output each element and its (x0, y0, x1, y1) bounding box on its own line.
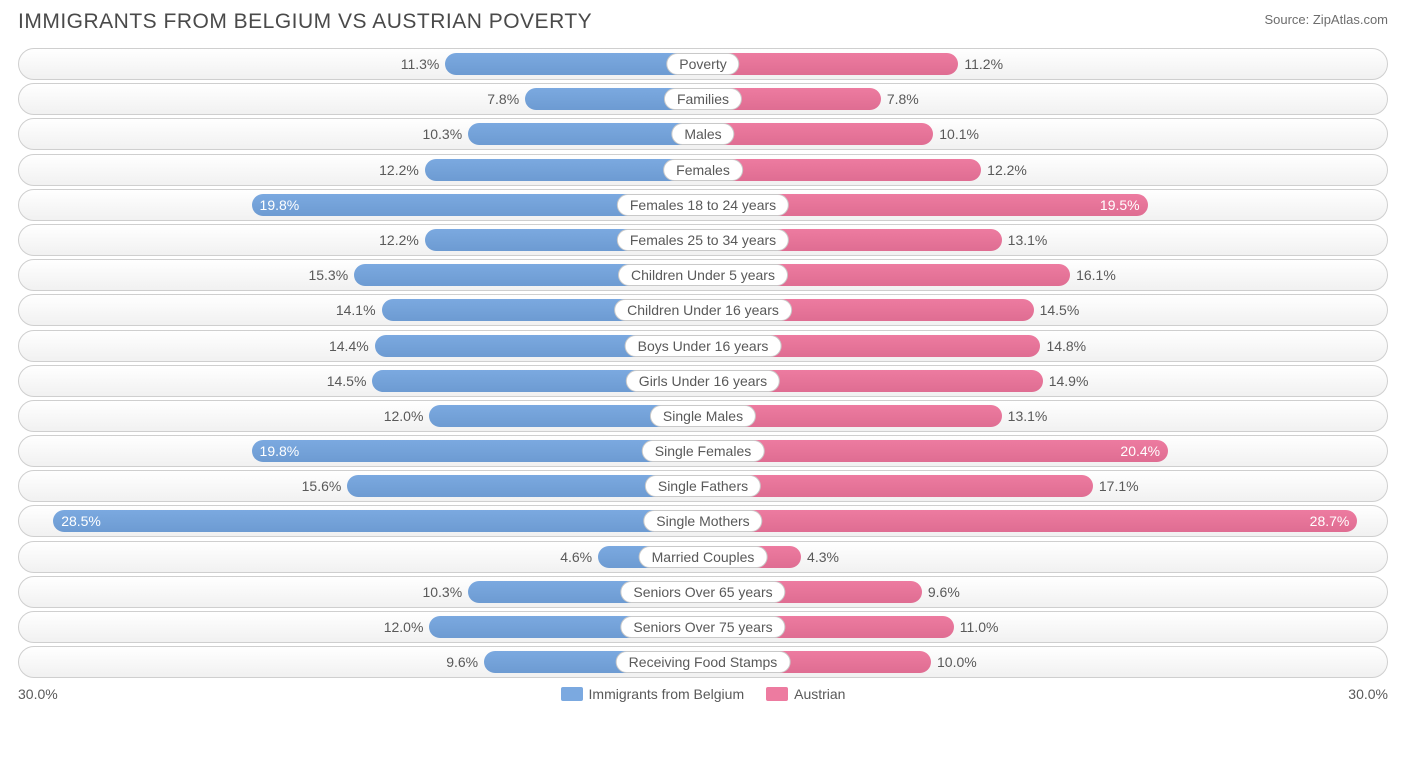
chart-row: 14.1% 14.5% Children Under 16 years (18, 294, 1388, 326)
bar-value-right: 4.3% (801, 546, 839, 568)
chart-row: 10.3% 10.1% Males (18, 118, 1388, 150)
chart-row: 19.8% 19.5% Females 18 to 24 years (18, 189, 1388, 221)
category-pill: Children Under 5 years (618, 264, 788, 286)
chart-row: 4.6% 4.3% Married Couples (18, 541, 1388, 573)
category-pill: Single Males (650, 405, 756, 427)
axis-max-left: 30.0% (18, 686, 78, 702)
category-pill: Receiving Food Stamps (616, 651, 791, 673)
chart-row: 15.3% 16.1% Children Under 5 years (18, 259, 1388, 291)
category-pill: Single Females (642, 440, 765, 462)
bar-right (703, 53, 958, 75)
category-pill: Females (663, 159, 743, 181)
bar-value-left: 10.3% (422, 581, 468, 603)
bar-value-right: 9.6% (922, 581, 960, 603)
category-pill: Boys Under 16 years (625, 335, 782, 357)
legend: Immigrants from Belgium Austrian (78, 686, 1328, 702)
chart-row: 19.8% 20.4% Single Females (18, 435, 1388, 467)
bar-value-left: 28.5% (53, 510, 101, 532)
bar-value-right: 11.2% (958, 53, 1003, 75)
category-pill: Males (671, 123, 734, 145)
chart-row: 10.3% 9.6% Seniors Over 65 years (18, 576, 1388, 608)
bar-value-right: 12.2% (981, 159, 1027, 181)
chart-row: 12.0% 13.1% Single Males (18, 400, 1388, 432)
bar-value-right: 20.4% (1120, 440, 1168, 462)
bar-right (703, 475, 1093, 497)
category-pill: Seniors Over 75 years (620, 616, 785, 638)
bar-value-right: 10.1% (933, 123, 979, 145)
bar-value-left: 14.1% (336, 299, 382, 321)
bar-left (445, 53, 703, 75)
bar-right (703, 440, 1168, 462)
chart-row: 9.6% 10.0% Receiving Food Stamps (18, 646, 1388, 678)
bar-value-right: 28.7% (1310, 510, 1358, 532)
legend-swatch-right (766, 687, 788, 701)
bar-value-left: 12.0% (384, 616, 430, 638)
category-pill: Poverty (666, 53, 739, 75)
category-pill: Seniors Over 65 years (620, 581, 785, 603)
category-pill: Females 18 to 24 years (617, 194, 789, 216)
chart-row: 14.5% 14.9% Girls Under 16 years (18, 365, 1388, 397)
legend-item-left: Immigrants from Belgium (561, 686, 745, 702)
bar-value-right: 14.8% (1040, 335, 1086, 357)
header: IMMIGRANTS FROM BELGIUM VS AUSTRIAN POVE… (18, 10, 1388, 42)
bar-value-left: 12.2% (379, 159, 425, 181)
chart-row: 14.4% 14.8% Boys Under 16 years (18, 330, 1388, 362)
bar-value-left: 12.2% (379, 229, 425, 251)
bar-value-right: 10.0% (931, 651, 977, 673)
bar-left (252, 440, 703, 462)
bar-right (703, 159, 981, 181)
bar-value-left: 14.4% (329, 335, 375, 357)
bar-value-left: 11.3% (401, 53, 446, 75)
bar-value-right: 14.9% (1043, 370, 1089, 392)
chart-page: IMMIGRANTS FROM BELGIUM VS AUSTRIAN POVE… (0, 0, 1406, 758)
chart-row: 7.8% 7.8% Families (18, 83, 1388, 115)
bar-value-left: 7.8% (487, 88, 525, 110)
chart-row: 12.2% 12.2% Females (18, 154, 1388, 186)
chart-footer: 30.0% Immigrants from Belgium Austrian 3… (18, 681, 1388, 707)
chart-row: 15.6% 17.1% Single Fathers (18, 470, 1388, 502)
bar-value-right: 16.1% (1070, 264, 1116, 286)
category-pill: Families (664, 88, 742, 110)
bar-value-right: 19.5% (1100, 194, 1148, 216)
bar-value-left: 12.0% (384, 405, 430, 427)
legend-item-right: Austrian (766, 686, 845, 702)
axis-max-right: 30.0% (1328, 686, 1388, 702)
bar-value-right: 13.1% (1002, 229, 1048, 251)
bar-left (425, 159, 703, 181)
bar-value-left: 15.3% (308, 264, 354, 286)
legend-label-right: Austrian (794, 686, 845, 702)
bar-value-left: 15.6% (302, 475, 348, 497)
category-pill: Children Under 16 years (614, 299, 792, 321)
category-pill: Single Fathers (645, 475, 761, 497)
bar-value-right: 17.1% (1093, 475, 1139, 497)
chart-row: 12.2% 13.1% Females 25 to 34 years (18, 224, 1388, 256)
chart-row: 28.5% 28.7% Single Mothers (18, 505, 1388, 537)
category-pill: Married Couples (639, 546, 768, 568)
category-pill: Females 25 to 34 years (617, 229, 789, 251)
bar-value-left: 10.3% (422, 123, 468, 145)
bar-value-left: 19.8% (252, 194, 300, 216)
legend-swatch-left (561, 687, 583, 701)
bar-value-left: 9.6% (446, 651, 484, 673)
legend-label-left: Immigrants from Belgium (589, 686, 745, 702)
bar-value-left: 4.6% (560, 546, 598, 568)
chart-row: 12.0% 11.0% Seniors Over 75 years (18, 611, 1388, 643)
chart-row: 11.3% 11.2% Poverty (18, 48, 1388, 80)
bar-value-left: 19.8% (252, 440, 300, 462)
bar-value-right: 7.8% (881, 88, 919, 110)
source-attribution: Source: ZipAtlas.com (1264, 10, 1388, 27)
bar-value-right: 11.0% (954, 616, 999, 638)
bar-value-right: 14.5% (1034, 299, 1080, 321)
category-pill: Girls Under 16 years (626, 370, 780, 392)
category-pill: Single Mothers (643, 510, 762, 532)
bar-right (703, 510, 1357, 532)
chart-title: IMMIGRANTS FROM BELGIUM VS AUSTRIAN POVE… (18, 10, 592, 34)
bar-value-left: 14.5% (327, 370, 373, 392)
bar-value-right: 13.1% (1002, 405, 1048, 427)
bar-right (703, 123, 933, 145)
diverging-bar-chart: 11.3%11.2%Poverty7.8%7.8%Families10.3%10… (18, 48, 1388, 678)
bar-left (468, 123, 703, 145)
bar-left (53, 510, 703, 532)
